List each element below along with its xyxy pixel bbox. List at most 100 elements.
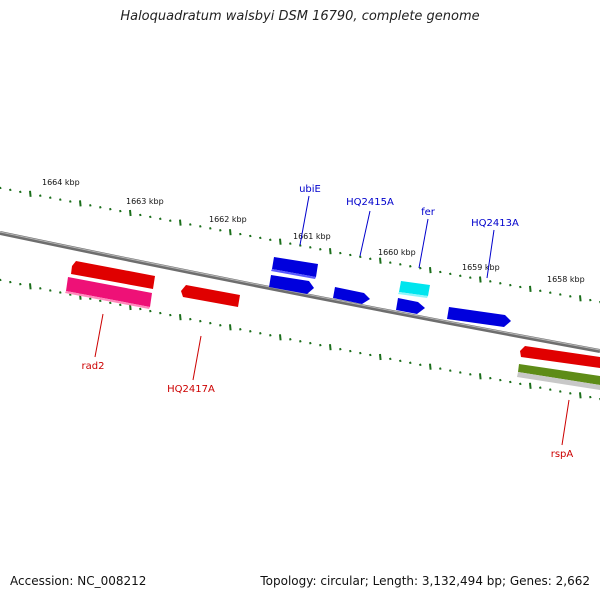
gene-forward-2[interactable] <box>269 275 314 294</box>
tick-labels: 1664 kbp 1663 kbp 1662 kbp 1661 kbp 1660… <box>42 178 585 284</box>
tick-mark <box>229 229 232 236</box>
tick-mark <box>359 255 362 259</box>
gene-label-ubiE: ubiE <box>299 184 321 195</box>
tick-mark <box>239 232 242 236</box>
tick-mark <box>89 204 92 207</box>
map-title: Haloquadratum walsbyi DSM 16790, complet… <box>120 9 480 24</box>
tick-mark <box>319 248 322 251</box>
tick-mark <box>489 376 492 380</box>
tick-mark <box>79 200 82 207</box>
tick-mark <box>369 257 372 261</box>
tick-label-1658: 1658 kbp <box>547 275 585 284</box>
tick-mark <box>309 341 312 345</box>
tick-mark <box>249 234 252 238</box>
leader-ubiE <box>299 195 310 246</box>
gene-label-fer: fer <box>421 207 436 218</box>
tick-mark <box>149 215 152 219</box>
gene-reverse-olive[interactable] <box>518 364 600 385</box>
tick-mark <box>559 293 562 296</box>
tick-mark <box>169 313 172 317</box>
tick-mark <box>249 330 252 333</box>
tick-mark <box>519 285 522 289</box>
tick-mark <box>459 371 462 374</box>
tick-mark <box>449 272 452 276</box>
gene-fer[interactable] <box>399 281 430 296</box>
gene-label-rad2: rad2 <box>82 361 105 372</box>
tick-mark <box>159 217 162 221</box>
tick-mark <box>129 209 132 217</box>
gene-rad2[interactable] <box>66 277 152 307</box>
tick-mark <box>439 367 442 370</box>
tick-mark <box>279 238 282 245</box>
tick-mark <box>139 213 142 217</box>
tick-label-1663: 1663 kbp <box>126 197 164 206</box>
tick-mark <box>59 291 62 294</box>
tick-mark <box>99 206 102 209</box>
tick-mark <box>39 287 42 290</box>
tick-mark <box>159 311 162 315</box>
reverse-tick-track <box>0 278 600 401</box>
leader-HQ2417A <box>192 335 202 381</box>
genome-summary-text: Topology: circular; Length: 3,132,494 bp… <box>260 574 590 588</box>
tick-mark <box>109 207 112 211</box>
gene-label-HQ2415A: HQ2415A <box>346 197 394 208</box>
tick-mark <box>399 263 402 266</box>
tick-mark <box>549 388 552 391</box>
gene-HQ2413A[interactable] <box>447 307 511 327</box>
tick-mark <box>389 261 392 264</box>
leader-rspA <box>561 399 570 446</box>
tick-mark <box>59 198 62 201</box>
gene-ubiE[interactable] <box>272 257 318 277</box>
tick-mark <box>589 395 592 399</box>
tick-mark <box>19 282 22 286</box>
tick-mark <box>479 276 482 283</box>
tick-label-1664: 1664 kbp <box>42 178 80 187</box>
tick-label-1660: 1660 kbp <box>378 248 416 257</box>
gene-HQ2417A[interactable] <box>181 285 240 307</box>
tick-mark <box>389 357 392 361</box>
tick-mark <box>329 344 332 351</box>
gene-fer-shadow <box>398 292 428 298</box>
tick-mark <box>179 219 182 226</box>
tick-mark <box>69 200 72 203</box>
tick-label-1662: 1662 kbp <box>209 215 247 224</box>
tick-mark <box>289 338 292 341</box>
tick-mark <box>239 328 242 331</box>
leader-fer <box>418 218 429 269</box>
gene-forward-5[interactable] <box>396 298 425 314</box>
gene-HQ2415A[interactable] <box>333 287 370 304</box>
tick-mark <box>429 267 432 274</box>
tick-mark <box>579 295 582 302</box>
tick-mark <box>209 321 212 325</box>
gene-rspA[interactable] <box>520 346 600 368</box>
tick-mark <box>449 369 452 372</box>
tick-mark <box>499 282 502 285</box>
tick-mark <box>569 392 572 395</box>
tick-mark <box>409 265 412 268</box>
tick-mark <box>19 190 22 194</box>
tick-mark <box>349 253 352 257</box>
tick-label-1661: 1661 kbp <box>293 232 331 241</box>
tick-mark <box>139 307 142 311</box>
tick-mark <box>169 219 172 222</box>
tick-mark <box>9 188 12 192</box>
tick-mark <box>99 299 102 303</box>
gene-reverse-1[interactable] <box>71 261 155 289</box>
tick-mark <box>479 373 482 380</box>
tick-mark <box>419 266 422 270</box>
tick-mark <box>509 380 512 384</box>
genome-backbone-highlight <box>0 231 600 351</box>
tick-mark <box>29 190 32 197</box>
tick-mark <box>529 285 532 292</box>
tick-mark <box>399 359 402 363</box>
tick-mark <box>529 382 532 389</box>
tick-mark <box>119 303 122 307</box>
tick-mark <box>539 289 542 293</box>
tick-mark <box>189 223 192 226</box>
tick-mark <box>259 332 262 335</box>
gene-label-rspA: rspA <box>551 449 574 460</box>
tick-mark <box>469 276 472 279</box>
tick-mark <box>519 382 522 386</box>
tick-mark <box>329 248 332 255</box>
